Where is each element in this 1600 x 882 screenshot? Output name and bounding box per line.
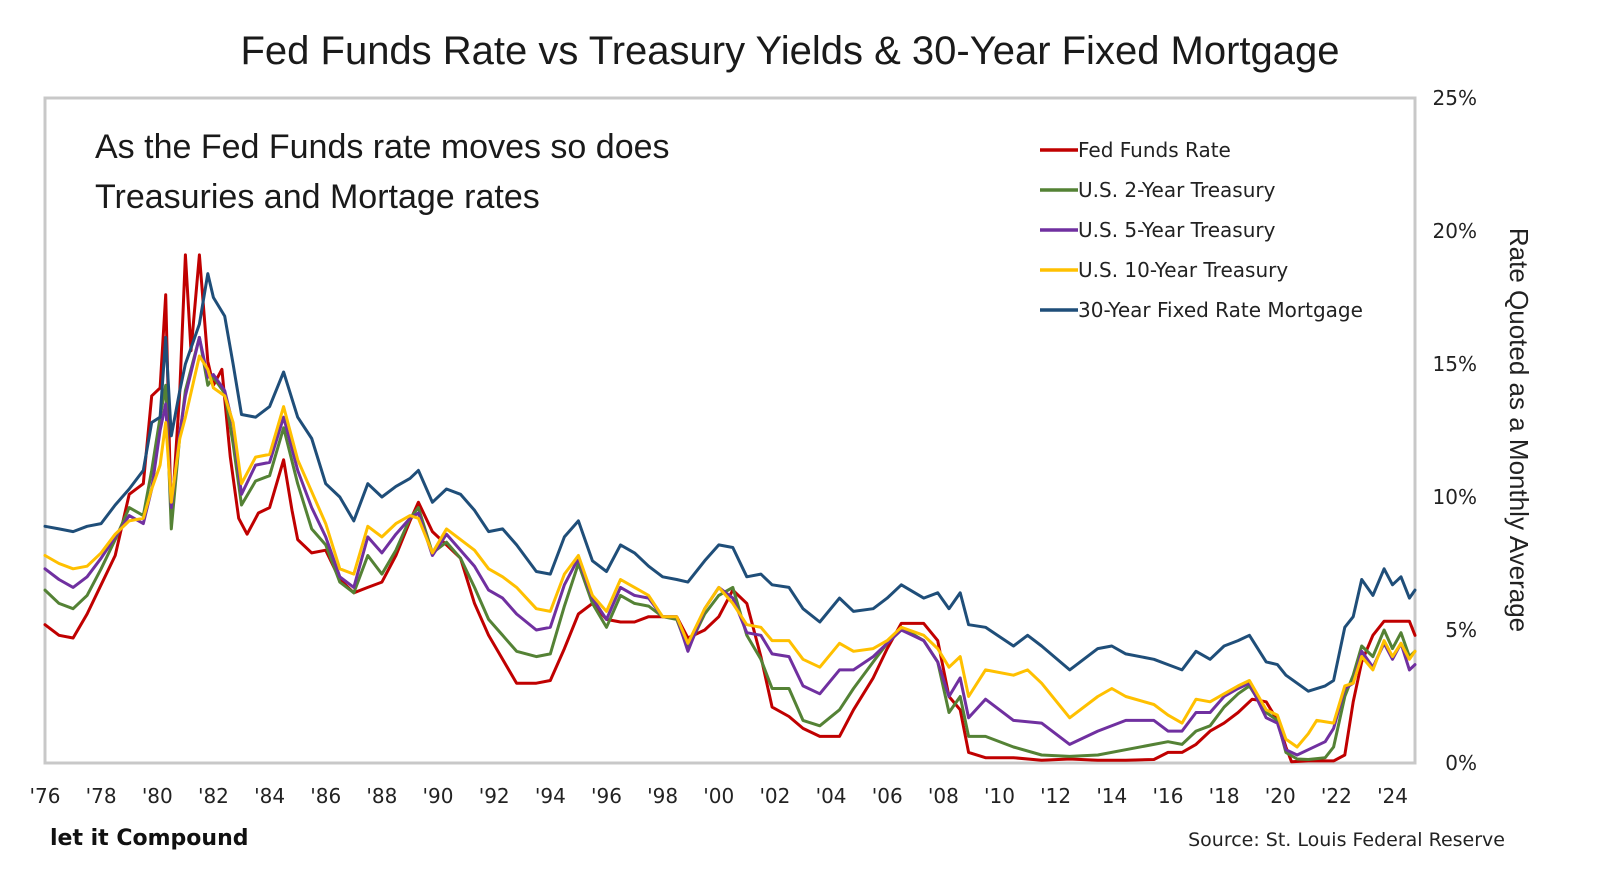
x-tick-label: '08 [928,784,959,808]
x-tick-label: '06 [872,784,903,808]
x-tick-label: '92 [479,784,510,808]
x-tick-label: '02 [759,784,790,808]
y-tick-label: 20% [1433,219,1477,243]
x-tick-label: '94 [535,784,566,808]
x-tick-label: '00 [703,784,734,808]
x-tick-label: '04 [816,784,847,808]
legend-label-fed-funds-rate: Fed Funds Rate [1078,138,1231,162]
series-line-30-year-fixed-rate-mortgage [43,272,1417,693]
x-axis-ticks: '76 '78 '80 '82 '84 '86 '88 '90 '92 '94 '96 '98 '00 '… [30,784,1408,808]
x-tick-label: '76 [30,784,61,808]
y-tick-label: 25% [1433,86,1477,110]
x-tick-label: '86 [310,784,341,808]
x-tick-label: '10 [984,784,1015,808]
chart-title: Fed Funds Rate vs Treasury Yields & 30-Y… [240,29,1339,73]
x-tick-label: '16 [1152,784,1183,808]
x-tick-label: '80 [142,784,173,808]
x-tick-label: '90 [423,784,454,808]
x-tick-label: '88 [366,784,397,808]
x-tick-label: '22 [1321,784,1352,808]
y-tick-label: 10% [1433,485,1477,509]
legend-label-u-s-2-year-treasury: U.S. 2-Year Treasury [1078,178,1276,202]
x-tick-label: '24 [1377,784,1408,808]
legend-label-u-s-10-year-treasury: U.S. 10-Year Treasury [1078,258,1288,282]
y-tick-label: 15% [1433,352,1477,376]
annotation-line-2: Treasuries and Mortage rates [95,178,540,216]
x-tick-label: '84 [254,784,285,808]
x-tick-label: '96 [591,784,622,808]
y-tick-label: 0% [1445,751,1477,775]
annotation-line-1: As the Fed Funds rate moves so does [95,128,670,166]
x-tick-label: '14 [1096,784,1127,808]
brand-logo-text: let it Compound [50,826,248,851]
x-tick-label: '20 [1265,784,1296,808]
legend-label-u-s-5-year-treasury: U.S. 5-Year Treasury [1078,218,1276,242]
x-tick-label: '98 [647,784,678,808]
legend: Fed Funds Rate U.S. 2-Year Treasury U.S. 5… [1040,138,1363,322]
y-axis-ticks: 0% 5% 10% 15% 20% 25% [1433,86,1477,775]
x-tick-label: '12 [1040,784,1071,808]
y-axis-label: Rate Quoted as a Monthly Average [1504,228,1534,632]
series-layer [43,253,1417,764]
x-tick-label: '78 [86,784,117,808]
legend-label-30-year-fixed-rate-mortgage: 30-Year Fixed Rate Mortgage [1078,298,1363,322]
x-tick-label: '18 [1209,784,1240,808]
source-note: Source: St. Louis Federal Reserve [1188,829,1505,851]
plot-area-frame [43,96,1417,765]
y-tick-label: 5% [1445,618,1477,642]
series-line-u-s-10-year-treasury [43,354,1417,749]
x-tick-label: '82 [198,784,229,808]
